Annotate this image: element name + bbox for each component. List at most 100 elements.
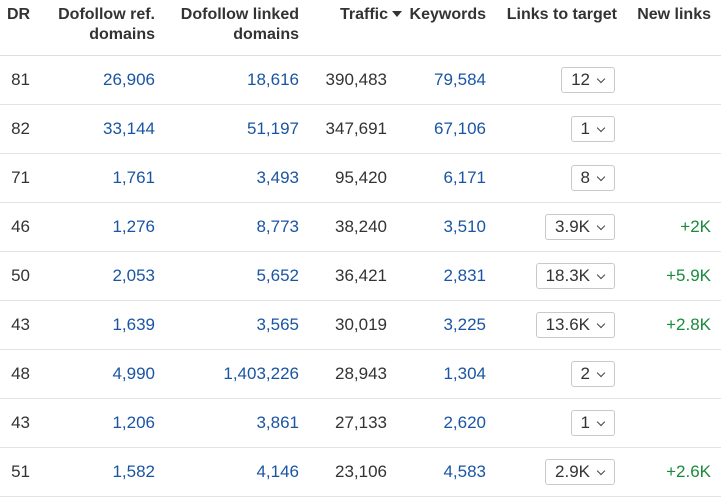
traffic-value: 95,420 [335, 168, 387, 187]
column-header-new-links[interactable]: New links [637, 5, 711, 25]
traffic-value: 390,483 [325, 70, 387, 89]
chevron-down-icon [596, 466, 606, 475]
linked-domains-link[interactable]: 5,652 [256, 266, 299, 285]
keywords-link[interactable]: 2,831 [443, 266, 486, 285]
table-row: 43 1,206 3,861 27,133 2,620 1 [0, 399, 721, 448]
chevron-down-icon [596, 319, 606, 328]
keywords-link[interactable]: 79,584 [434, 70, 486, 89]
chevron-down-icon [596, 123, 606, 132]
ref-domains-link[interactable]: 1,206 [112, 413, 155, 432]
table-header: DR Dofollow ref. domains Dofollow linked… [0, 0, 721, 56]
column-header-dr[interactable]: DR [7, 5, 30, 25]
column-header-keywords[interactable]: Keywords [410, 5, 486, 25]
ref-domains-link[interactable]: 2,053 [112, 266, 155, 285]
column-header-label: Dofollow linked [180, 6, 299, 23]
table-row: 50 2,053 5,652 36,421 2,831 18.3K +5.9K [0, 252, 721, 301]
keywords-link[interactable]: 6,171 [443, 168, 486, 187]
keywords-link[interactable]: 2,620 [443, 413, 486, 432]
table-row: 43 1,639 3,565 30,019 3,225 13.6K +2.8K [0, 301, 721, 350]
keywords-link[interactable]: 3,225 [443, 315, 486, 334]
traffic-value: 23,106 [335, 462, 387, 481]
ref-domains-link[interactable]: 33,144 [103, 119, 155, 138]
table-row: 81 26,906 18,616 390,483 79,584 12 [0, 56, 721, 105]
column-header-label: Keywords [409, 6, 486, 23]
linked-domains-link[interactable]: 8,773 [256, 217, 299, 236]
ref-domains-link[interactable]: 4,990 [112, 364, 155, 383]
dr-value: 48 [11, 364, 30, 383]
links-to-target-dropdown[interactable]: 1 [570, 410, 615, 436]
column-header-label: Dofollow ref. [58, 6, 155, 23]
linked-domains-link[interactable]: 3,861 [256, 413, 299, 432]
table-row: 51 1,582 4,146 23,106 4,583 2.9K +2.6K [0, 448, 721, 497]
dr-value: 43 [11, 413, 30, 432]
traffic-value: 30,019 [335, 315, 387, 334]
links-to-target-value: 12 [571, 70, 590, 89]
traffic-value: 347,691 [325, 119, 387, 138]
column-header-traffic[interactable]: Traffic [340, 5, 402, 25]
new-links-value: +5.9K [666, 266, 711, 285]
column-header-label: domains [233, 26, 299, 43]
new-links-value: +2.8K [666, 315, 711, 334]
links-to-target-dropdown[interactable]: 1 [570, 116, 615, 142]
traffic-value: 36,421 [335, 266, 387, 285]
table-row: 82 33,144 51,197 347,691 67,106 1 [0, 105, 721, 154]
links-to-target-dropdown[interactable]: 8 [570, 165, 615, 191]
ref-domains-link[interactable]: 1,276 [112, 217, 155, 236]
links-to-target-dropdown[interactable]: 18.3K [535, 263, 615, 289]
links-to-target-value: 3.9K [555, 217, 590, 236]
links-to-target-value: 2 [580, 364, 590, 383]
column-header-label: domains [89, 26, 155, 43]
ref-domains-link[interactable]: 1,761 [112, 168, 155, 187]
table-body: 81 26,906 18,616 390,483 79,584 12 82 33… [0, 56, 721, 497]
links-to-target-value: 2.9K [555, 462, 590, 481]
traffic-value: 28,943 [335, 364, 387, 383]
keywords-link[interactable]: 1,304 [443, 364, 486, 383]
dr-value: 71 [11, 168, 30, 187]
links-to-target-value: 13.6K [545, 315, 590, 334]
links-to-target-value: 1 [580, 413, 590, 432]
table-row: 46 1,276 8,773 38,240 3,510 3.9K +2K [0, 203, 721, 252]
caret-down-icon [392, 11, 402, 17]
links-to-target-value: 8 [580, 168, 590, 187]
links-to-target-dropdown[interactable]: 2 [570, 361, 615, 387]
keywords-link[interactable]: 67,106 [434, 119, 486, 138]
chevron-down-icon [596, 270, 606, 279]
column-header-label: New links [637, 6, 711, 23]
column-header-label: DR [7, 6, 31, 23]
dr-value: 43 [11, 315, 30, 334]
column-header-label: Links to target [506, 6, 617, 23]
linked-domains-link[interactable]: 1,403,226 [223, 364, 299, 383]
links-to-target-dropdown[interactable]: 3.9K [545, 214, 615, 240]
dr-value: 50 [11, 266, 30, 285]
linked-domains-link[interactable]: 4,146 [256, 462, 299, 481]
ref-domains-link[interactable]: 1,639 [112, 315, 155, 334]
dr-value: 82 [11, 119, 30, 138]
table-row: 48 4,990 1,403,226 28,943 1,304 2 [0, 350, 721, 399]
column-header-links-to-target[interactable]: Links to target [507, 5, 617, 25]
keywords-link[interactable]: 3,510 [443, 217, 486, 236]
linked-domains-link[interactable]: 3,565 [256, 315, 299, 334]
links-to-target-value: 1 [580, 119, 590, 138]
linked-domains-link[interactable]: 18,616 [247, 70, 299, 89]
linked-domains-link[interactable]: 51,197 [247, 119, 299, 138]
keywords-link[interactable]: 4,583 [443, 462, 486, 481]
traffic-value: 38,240 [335, 217, 387, 236]
links-to-target-dropdown[interactable]: 12 [561, 67, 615, 93]
traffic-value: 27,133 [335, 413, 387, 432]
ref-domains-link[interactable]: 26,906 [103, 70, 155, 89]
column-header-label: Traffic [339, 6, 388, 23]
linked-domains-link[interactable]: 3,493 [256, 168, 299, 187]
dr-value: 46 [11, 217, 30, 236]
chevron-down-icon [596, 221, 606, 230]
new-links-value: +2K [680, 217, 711, 236]
new-links-value: +2.6K [666, 462, 711, 481]
table-row: 71 1,761 3,493 95,420 6,171 8 [0, 154, 721, 203]
chevron-down-icon [596, 74, 606, 83]
ref-domains-link[interactable]: 1,582 [112, 462, 155, 481]
column-header-dofollow-ref-domains[interactable]: Dofollow ref. domains [58, 5, 155, 45]
chevron-down-icon [596, 417, 606, 426]
links-to-target-dropdown[interactable]: 13.6K [535, 312, 615, 338]
links-to-target-dropdown[interactable]: 2.9K [545, 459, 615, 485]
column-header-dofollow-linked-domains[interactable]: Dofollow linked domains [181, 5, 299, 45]
